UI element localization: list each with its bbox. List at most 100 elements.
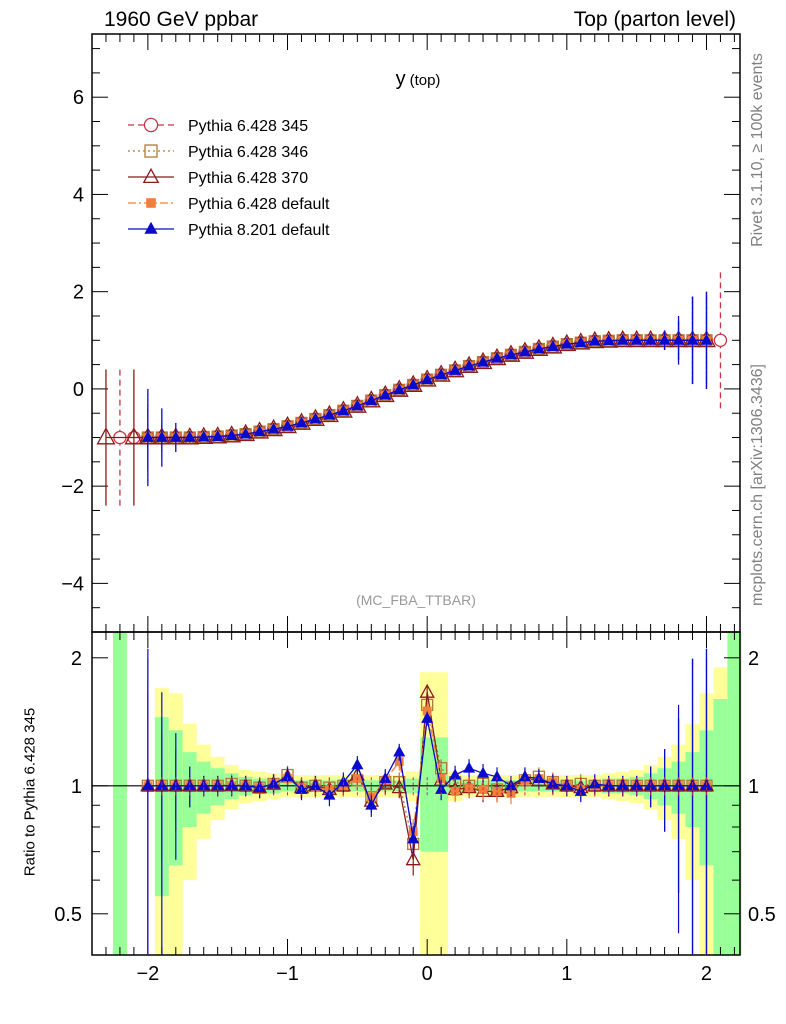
ratio-data-point: [463, 761, 476, 773]
data-point: [365, 393, 378, 405]
data-point: [225, 428, 238, 440]
data-point: [713, 333, 728, 347]
ratio-data-point: [450, 787, 460, 796]
plot-title-sub: (top): [410, 72, 441, 89]
data-point: [686, 333, 699, 345]
ratio-y-tick-label: 0.5: [54, 904, 82, 926]
ratio-data-point: [141, 779, 154, 791]
data-point: [546, 340, 559, 352]
data-point: [141, 430, 154, 442]
legend-label: Pythia 6.428 346: [188, 144, 308, 161]
data-point: [393, 383, 406, 395]
ratio-data-point: [405, 851, 421, 866]
ratio-data-point: [476, 766, 490, 778]
data-point: [183, 430, 196, 442]
ratio-band-green: [112, 632, 127, 955]
data-point: [124, 427, 144, 445]
data-point: [295, 416, 308, 428]
data-point: [281, 419, 294, 431]
ratio-data-point: [518, 770, 531, 782]
legend-marker: [146, 198, 156, 208]
x-tick-label: 0: [422, 963, 433, 985]
data-point: [616, 333, 629, 345]
data-point: [96, 427, 116, 445]
series-line: [147, 339, 707, 439]
legend-label: Pythia 6.428 370: [188, 170, 308, 187]
data-point: [155, 430, 168, 442]
data-point: [379, 388, 392, 400]
ratio-plot-frame: [91, 631, 741, 956]
data-point: [476, 355, 490, 367]
x-tick-label: −2: [136, 963, 159, 985]
data-point: [700, 333, 713, 345]
data-point: [672, 333, 685, 345]
ratio-y-tick-label: 1: [71, 776, 82, 798]
ratio-y-tick-label: 2: [71, 648, 82, 670]
ratio-data-point: [492, 787, 502, 796]
data-point: [337, 404, 350, 416]
header-left: 1960 GeV ppbar: [104, 8, 259, 31]
data-point: [560, 337, 573, 349]
data-point: [407, 378, 420, 390]
ratio-data-point: [393, 745, 406, 757]
header-right: Top (parton level): [573, 8, 736, 31]
ratio-data-point: [421, 711, 434, 723]
data-point: [532, 342, 545, 354]
analysis-label: (MC_FBA_TTBAR): [356, 592, 476, 608]
data-point: [267, 422, 280, 434]
data-point: [197, 430, 210, 442]
legend-marker: [143, 117, 159, 133]
legend-label: Pythia 6.428 345: [188, 118, 308, 135]
data-point: [435, 368, 448, 380]
data-point: [309, 412, 322, 424]
series-line: [147, 339, 707, 439]
data-point: [518, 345, 531, 357]
ratio-data-point: [419, 683, 435, 698]
legend-marker: [142, 167, 160, 184]
y-tick-label: 2: [73, 282, 84, 304]
ratio-data-point: [351, 758, 364, 770]
data-point: [239, 427, 252, 439]
ratio-y-tick-label-right: 0.5: [748, 904, 776, 926]
data-point: [630, 333, 643, 345]
x-tick-label: 2: [701, 963, 712, 985]
ratio-band-green: [713, 699, 728, 955]
ratio-y-tick-label-right: 1: [748, 776, 759, 798]
y-tick-label: −2: [61, 476, 84, 498]
data-point: [421, 373, 434, 385]
data-point: [574, 336, 587, 348]
data-point: [351, 399, 364, 411]
ratio-data-point: [449, 768, 462, 780]
data-point: [253, 425, 266, 437]
ratio-data-point: [281, 770, 294, 782]
data-point: [169, 430, 182, 442]
ratio-data-point: [407, 832, 420, 844]
y-tick-label: 4: [73, 184, 84, 206]
data-point: [602, 334, 615, 346]
legend-label: Pythia 8.201 default: [188, 222, 330, 239]
y-tick-label: −4: [61, 573, 84, 595]
x-tick-label: 1: [561, 963, 572, 985]
legend-marker: [144, 221, 158, 234]
legend-label: Pythia 6.428 default: [188, 196, 330, 213]
y-tick-label: 0: [73, 379, 84, 401]
ratio-data-point: [337, 775, 350, 787]
ratio-y-tick-label-right: 2: [748, 648, 759, 670]
data-point: [588, 334, 601, 346]
data-point: [211, 429, 224, 441]
data-point: [490, 351, 504, 363]
series-line: [147, 339, 707, 439]
x-tick-label: −1: [276, 963, 299, 985]
ratio-data-point: [365, 798, 378, 810]
ratio-data-point: [422, 706, 432, 716]
ratio-data-point: [394, 757, 404, 767]
data-point: [644, 333, 657, 345]
y-tick-label: 6: [73, 87, 84, 109]
data-point: [463, 359, 476, 371]
data-point: [658, 333, 671, 345]
ratio-data-point: [253, 781, 266, 793]
ratio-data-point: [490, 770, 504, 782]
ratio-band-green: [727, 632, 742, 955]
data-point: [504, 348, 518, 360]
